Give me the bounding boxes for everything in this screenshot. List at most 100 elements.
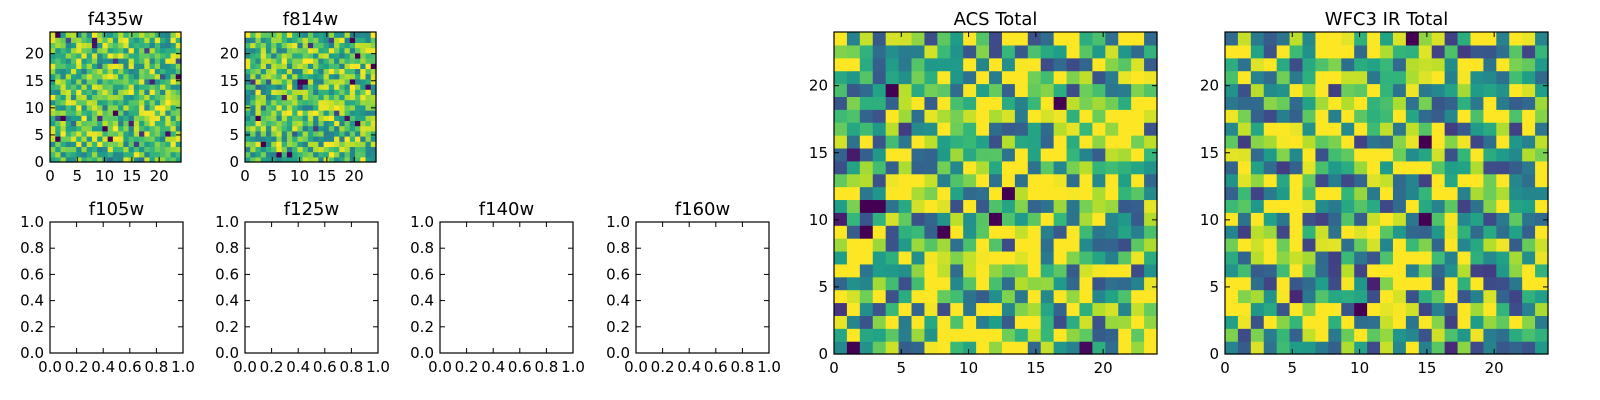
heatmap-cell [1483,250,1497,265]
heatmap-cell [1483,135,1497,149]
heatmap-cell [297,99,304,106]
heatmap-cell [1066,341,1081,355]
heatmap-cell [950,199,964,213]
heatmap-cell [334,32,340,38]
heatmap-cell [989,238,1003,252]
heatmap-cell [1131,315,1145,329]
heatmap-cell [1522,289,1536,304]
heatmap-cell [128,37,135,43]
heatmap-cell [281,125,288,132]
heatmap-cell [1367,135,1381,149]
heatmap-cell [1341,32,1355,46]
heatmap-cell [1079,186,1093,201]
heatmap-cell [255,156,262,163]
heatmap-cell [107,125,114,132]
heatmap-cell [1027,122,1042,136]
heatmap-cell [1144,302,1158,316]
heatmap-cell [60,47,67,54]
heatmap-cell [1341,122,1355,136]
heatmap-cell [128,68,135,75]
heatmap-cell [1263,173,1278,188]
heatmap-cell [1431,83,1446,97]
heatmap-cell [313,151,319,158]
heatmap-cell [281,99,288,106]
heatmap-cell [1040,276,1055,291]
heatmap-cell [1367,186,1381,201]
heatmap-cell [1535,186,1549,201]
heatmap-cell [292,151,298,158]
heatmap-cell [360,32,367,38]
heatmap-cell [1509,57,1523,72]
heatmap-cell [107,63,114,69]
heatmap-cell [128,125,135,132]
heatmap-cell [1105,160,1119,175]
heatmap-cell [55,47,62,54]
heatmap-cell [302,84,309,90]
heatmap-cell [1040,199,1055,213]
heatmap-cell [846,263,861,278]
heatmap-cell [1341,212,1355,226]
heatmap-cell [1131,199,1145,213]
heatmap-cell [344,136,351,142]
heatmap-cell [334,84,340,90]
heatmap-cell [55,37,62,43]
heatmap-cell [1225,212,1239,226]
heatmap-cell [307,84,314,90]
heatmap-cell [365,47,372,54]
heatmap-cell [328,37,335,43]
heatmap-cell [1535,315,1549,329]
heatmap-cell [260,32,267,38]
heatmap-cell [339,156,346,163]
heatmap-cell [872,32,887,46]
heatmap-cell [1014,341,1029,355]
heatmap-cell [1225,44,1239,59]
y-tick-label: 5 [229,126,239,144]
heatmap-cell [963,44,977,59]
heatmap-cell [1014,109,1029,123]
heatmap-cell [323,84,330,90]
heatmap-cell [339,125,346,132]
heatmap-cell [1289,44,1304,59]
heatmap-cell [1144,212,1158,226]
heatmap-cell [307,125,314,132]
heatmap-cell [989,57,1003,72]
heatmap-cell [859,302,874,316]
heatmap-cell [55,110,62,116]
heatmap-cell [1392,32,1407,46]
y-tick-label: 10 [25,99,44,117]
heatmap-cell [1431,96,1446,110]
heatmap-cell [154,52,161,59]
heatmap-cell [149,146,156,153]
heatmap-cell [286,63,293,69]
heatmap-cell [859,147,874,162]
heatmap-cell [154,99,161,106]
heatmap-cell [1001,263,1016,278]
heatmap-cell [133,120,140,127]
heatmap-cell [128,78,135,85]
heatmap-cell [1105,250,1119,265]
heatmap-cell [255,42,262,49]
heatmap-cell [50,136,56,142]
heatmap-cell [276,156,283,163]
heatmap-cell [1496,289,1510,304]
heatmap-cell [950,289,964,304]
heatmap-cell [107,84,114,90]
heatmap-cell [133,130,140,137]
heatmap-cell [91,84,98,90]
heatmap-cell [265,115,272,121]
heatmap-cell [139,42,145,49]
heatmap-cell [81,32,88,38]
heatmap-cell [265,89,272,95]
heatmap-cell [365,58,372,64]
heatmap-cell [281,104,288,111]
heatmap-cell [1079,32,1093,46]
heatmap-cell [349,156,356,163]
heatmap-cell [1535,302,1549,316]
heatmap-cell [963,186,977,201]
heatmap-cell [60,89,67,95]
heatmap-cell [1118,238,1132,252]
heatmap-cell [128,120,135,127]
heatmap-cell [1496,186,1510,201]
heatmap-cell [123,63,130,69]
heatmap-cell [1302,186,1317,201]
